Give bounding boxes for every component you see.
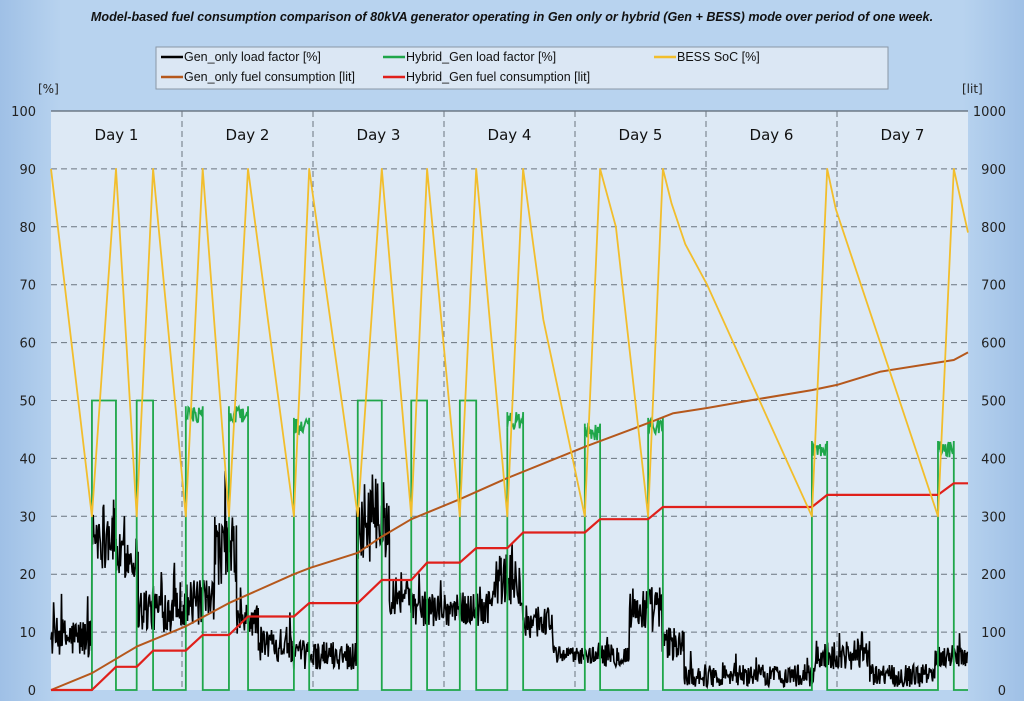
day-label: Day 3 — [357, 126, 401, 144]
day-label: Day 1 — [95, 126, 139, 144]
series-hybrid-fuel — [51, 482, 968, 692]
day-label: Day 4 — [488, 126, 532, 144]
legend-label: BESS SoC [%] — [677, 50, 760, 64]
right-tick-label: 300 — [981, 510, 1006, 525]
day-label: Day 2 — [226, 126, 270, 144]
day-label: Day 7 — [881, 126, 925, 144]
day-labels: Day 1 Day 2 Day 3 Day 4 Day 5 Day 6 Day 7 — [95, 126, 925, 144]
left-tick-label: 30 — [19, 510, 36, 525]
left-axis-unit: [%] — [38, 82, 59, 96]
series-gen-only-fuel — [50, 351, 969, 691]
series-hybrid-load-factor — [51, 399, 968, 691]
series-bess-soc — [50, 168, 969, 518]
left-tick-label: 20 — [19, 568, 36, 583]
legend-entries: Gen_only load factor [%] Hybrid_Gen load … — [161, 50, 760, 84]
left-tick-label: 50 — [19, 395, 36, 410]
legend-label: Hybrid_Gen fuel consumption [lit] — [406, 70, 590, 84]
right-tick-label: 500 — [981, 395, 1006, 410]
left-tick-label: 80 — [19, 221, 36, 236]
left-tick-label: 70 — [19, 279, 36, 294]
right-tick-label: 600 — [981, 337, 1006, 352]
left-tick-label: 90 — [19, 163, 36, 178]
gridlines — [51, 111, 968, 690]
right-tick-label: 200 — [981, 568, 1006, 583]
right-tick-label: 400 — [981, 452, 1006, 467]
left-tick-label: 40 — [19, 452, 36, 467]
legend — [155, 46, 889, 90]
series-lines — [50, 168, 969, 692]
right-axis-unit: [lit] — [962, 82, 983, 96]
legend-label: Gen_only fuel consumption [lit] — [184, 70, 355, 84]
left-tick-label: 10 — [19, 626, 36, 641]
right-tick-label: 800 — [981, 221, 1006, 236]
day-label: Day 6 — [750, 126, 794, 144]
legend-label: Gen_only load factor [%] — [184, 50, 321, 64]
right-tick-label: 1000 — [973, 105, 1006, 120]
left-tick-label: 100 — [11, 105, 36, 120]
left-tick-label: 60 — [19, 337, 36, 352]
chart-title: Model-based fuel consumption comparison … — [91, 10, 933, 24]
right-tick-label: 0 — [998, 684, 1006, 699]
left-tick-label: 0 — [28, 684, 36, 699]
axis-ticks: 0102030405060708090100010020030040050060… — [11, 105, 1006, 699]
legend-label: Hybrid_Gen load factor [%] — [406, 50, 556, 64]
right-tick-label: 900 — [981, 163, 1006, 178]
day-label: Day 5 — [619, 126, 663, 144]
right-tick-label: 700 — [981, 279, 1006, 294]
right-tick-label: 100 — [981, 626, 1006, 641]
